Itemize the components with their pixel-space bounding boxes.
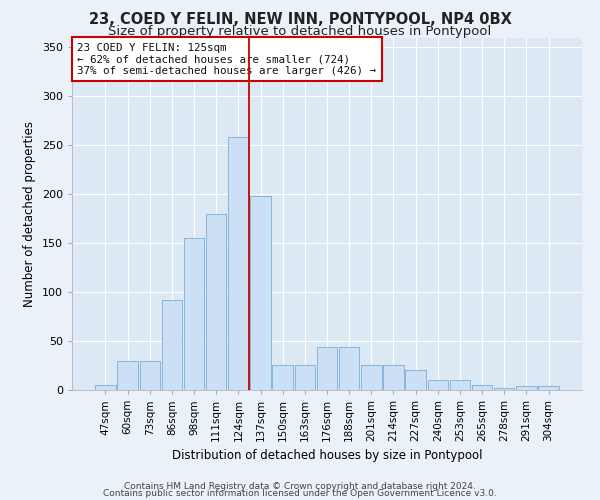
Y-axis label: Number of detached properties: Number of detached properties [23,120,36,306]
Text: Size of property relative to detached houses in Pontypool: Size of property relative to detached ho… [109,25,491,38]
Bar [228,138,248,390]
Text: 23, COED Y FELIN, NEW INN, PONTYPOOL, NP4 0BX: 23, COED Y FELIN, NEW INN, PONTYPOOL, NP… [89,12,511,28]
Bar [206,214,226,390]
Bar [95,385,116,390]
Bar [516,386,536,390]
Text: 23 COED Y FELIN: 125sqm
← 62% of detached houses are smaller (724)
37% of semi-d: 23 COED Y FELIN: 125sqm ← 62% of detache… [77,43,376,76]
Bar [361,364,382,390]
Bar [250,196,271,390]
Bar [140,360,160,390]
Text: Contains HM Land Registry data © Crown copyright and database right 2024.: Contains HM Land Registry data © Crown c… [124,482,476,491]
Bar [494,388,514,390]
Bar [406,370,426,390]
Bar [339,347,359,390]
Bar [317,347,337,390]
Bar [383,364,404,390]
Bar [538,386,559,390]
Bar [472,385,493,390]
Bar [295,364,315,390]
Bar [450,380,470,390]
Bar [428,380,448,390]
Bar [118,360,138,390]
Bar [272,364,293,390]
Bar [184,238,204,390]
Bar [161,300,182,390]
Text: Contains public sector information licensed under the Open Government Licence v3: Contains public sector information licen… [103,490,497,498]
X-axis label: Distribution of detached houses by size in Pontypool: Distribution of detached houses by size … [172,450,482,462]
